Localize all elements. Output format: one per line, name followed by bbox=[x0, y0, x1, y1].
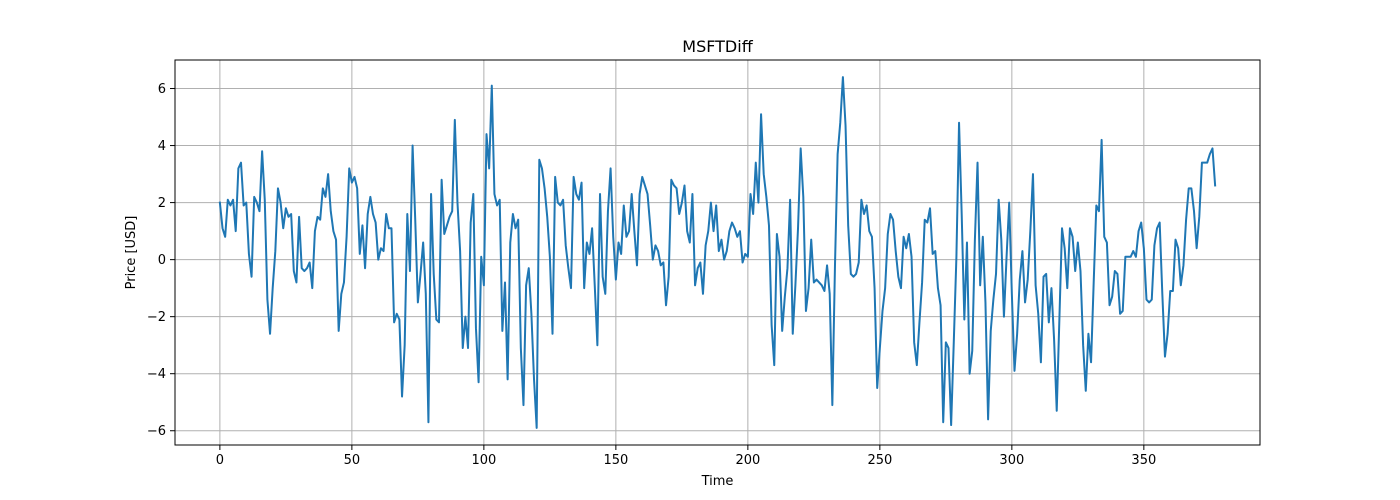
y-tick-label: −4 bbox=[147, 367, 166, 382]
y-axis-label: Price [USD] bbox=[124, 216, 139, 290]
x-tick-label: 150 bbox=[603, 453, 628, 468]
x-tick-label: 250 bbox=[867, 453, 892, 468]
plot-frame bbox=[174, 59, 1261, 446]
chart-title: MSFTDiff bbox=[682, 37, 753, 56]
ticks: 0 50 100 150 200 250 300 350 −6 −4 −2 0 2 4 6 bbox=[147, 82, 1156, 468]
y-tick-label: 4 bbox=[158, 139, 166, 154]
grid bbox=[175, 60, 1260, 445]
plot-area bbox=[175, 60, 1260, 445]
y-tick-label: −2 bbox=[147, 310, 166, 325]
x-tick-label: 200 bbox=[735, 453, 760, 468]
y-tick-label: 6 bbox=[158, 82, 166, 97]
series-line bbox=[218, 76, 1217, 429]
x-tick-label: 0 bbox=[216, 453, 224, 468]
x-tick-label: 50 bbox=[344, 453, 361, 468]
x-tick-label: 350 bbox=[1131, 453, 1156, 468]
y-tick-label: −6 bbox=[147, 424, 166, 439]
x-tick-label: 300 bbox=[999, 453, 1024, 468]
series-layer bbox=[218, 76, 1217, 429]
x-tick-label: 100 bbox=[471, 453, 496, 468]
y-tick-label: 2 bbox=[158, 196, 166, 211]
x-axis-label: Time bbox=[701, 474, 734, 489]
y-tick-label: 0 bbox=[158, 253, 166, 268]
